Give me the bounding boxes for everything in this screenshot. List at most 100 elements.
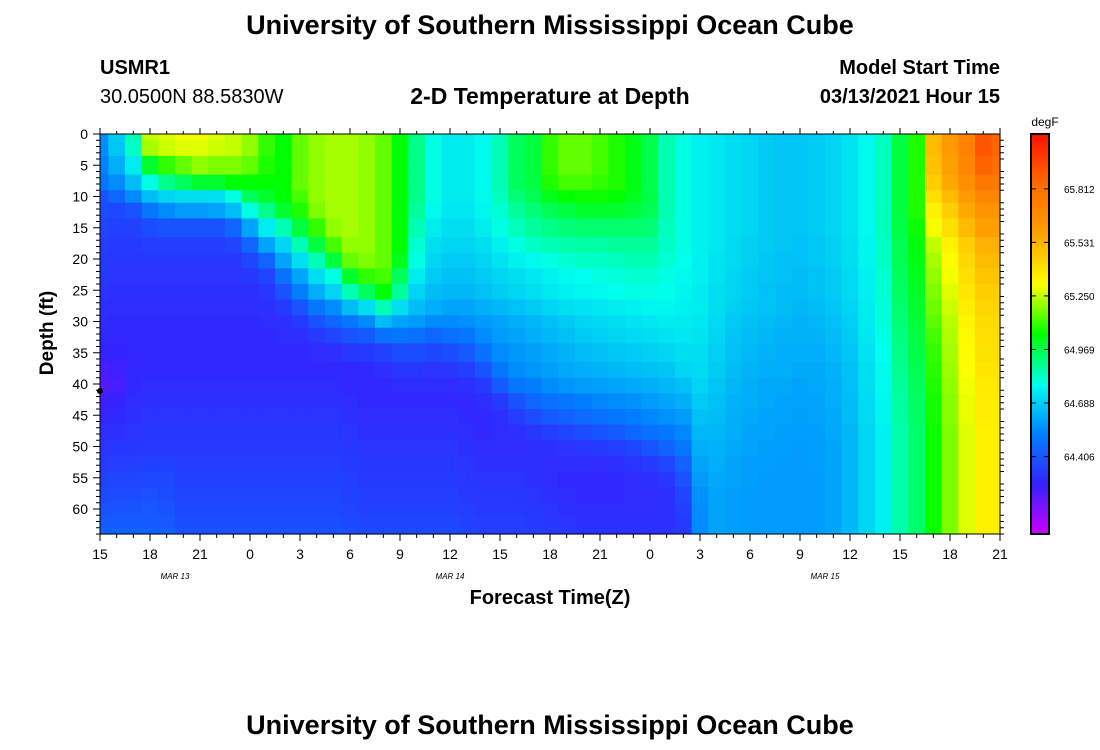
- heatmap-cell: [575, 284, 593, 301]
- heatmap-cell: [941, 527, 959, 535]
- heatmap-cell: [808, 362, 826, 379]
- heatmap-cell: [458, 440, 476, 457]
- heatmap-cell: [675, 455, 693, 473]
- heatmap-cell: [675, 327, 693, 344]
- heatmap-cell: [491, 134, 509, 141]
- heatmap-cell: [908, 471, 926, 488]
- heatmap-cell: [308, 134, 326, 141]
- heatmap-cell: [258, 393, 276, 410]
- heatmap-cell: [291, 134, 309, 141]
- heatmap-cell: [308, 315, 326, 329]
- heatmap-cell: [258, 299, 276, 316]
- heatmap-cell: [458, 424, 476, 441]
- heatmap-cell: [975, 487, 993, 504]
- heatmap-cell: [291, 409, 309, 426]
- heatmap-cell: [241, 502, 259, 516]
- heatmap-cell: [125, 202, 143, 219]
- heatmap-cell: [208, 218, 226, 238]
- heatmap-cell: [475, 134, 493, 141]
- heatmap-cell: [475, 377, 493, 394]
- heatmap-cell: [291, 218, 309, 238]
- heatmap-cell: [100, 237, 109, 254]
- heatmap-cell: [925, 343, 943, 363]
- heatmap-cell: [458, 174, 476, 191]
- heatmap-cell: [325, 315, 343, 329]
- heatmap-cell: [725, 393, 743, 410]
- heatmap-cell: [100, 202, 109, 219]
- heatmap-cell: [508, 237, 526, 254]
- heatmap-cell: [375, 174, 393, 191]
- heatmap-cell: [708, 527, 726, 535]
- heatmap-cell: [208, 455, 226, 473]
- heatmap-cell: [375, 362, 393, 379]
- heatmap-cell: [625, 515, 643, 529]
- heatmap-cell: [475, 527, 493, 535]
- heatmap-cell: [408, 527, 426, 535]
- heatmap-cell: [825, 134, 843, 141]
- heatmap-cell: [325, 268, 343, 285]
- heatmap-cell: [775, 502, 793, 516]
- heatmap-cell: [508, 155, 526, 176]
- heatmap-cell: [658, 252, 676, 269]
- heatmap-cell: [958, 393, 976, 410]
- heatmap-cell: [691, 362, 709, 379]
- heatmap-cell: [491, 424, 509, 441]
- heatmap-cell: [708, 284, 726, 301]
- heatmap-cell: [341, 343, 359, 363]
- heatmap-cell: [691, 527, 709, 535]
- heatmap-cell: [625, 409, 643, 426]
- heatmap-cell: [100, 268, 109, 285]
- heatmap-cell: [625, 202, 643, 219]
- heatmap-cell: [908, 252, 926, 269]
- heatmap-cell: [708, 237, 726, 254]
- heatmap-cell: [741, 218, 759, 238]
- heatmap-cell: [558, 202, 576, 219]
- heatmap-cell: [341, 455, 359, 473]
- heatmap-cell: [108, 327, 126, 344]
- heatmap-cell: [575, 515, 593, 529]
- heatmap-cell: [858, 393, 876, 410]
- heatmap-cell: [175, 252, 193, 269]
- heatmap-cell: [641, 155, 659, 176]
- heatmap-cell: [808, 343, 826, 363]
- heatmap-cell: [341, 409, 359, 426]
- heatmap-cell: [691, 252, 709, 269]
- heatmap-cell: [208, 424, 226, 441]
- heatmap-cell: [391, 362, 409, 379]
- heatmap-cell: [675, 315, 693, 329]
- heatmap-cell: [858, 190, 876, 204]
- heatmap-cell: [958, 409, 976, 426]
- heatmap-cell: [341, 471, 359, 488]
- colorbar-tick-label: 64.406: [1064, 453, 1095, 464]
- heatmap-cell: [941, 284, 959, 301]
- heatmap-cell: [691, 190, 709, 204]
- heatmap-cell: [191, 299, 209, 316]
- heatmap-cell: [108, 174, 126, 191]
- heatmap-cell: [175, 377, 193, 394]
- heatmap-cell: [100, 190, 109, 204]
- heatmap-cell: [741, 174, 759, 191]
- heatmap-cell: [258, 190, 276, 204]
- heatmap-cell: [875, 299, 893, 316]
- heatmap-cell: [125, 134, 143, 141]
- heatmap-cell: [691, 343, 709, 363]
- heatmap-cell: [100, 284, 109, 301]
- heatmap-cell: [541, 134, 559, 141]
- heatmap-cell: [891, 284, 909, 301]
- heatmap-cell: [408, 471, 426, 488]
- heatmap-cell: [641, 134, 659, 141]
- heatmap-cell: [241, 362, 259, 379]
- heatmap-cell: [641, 362, 659, 379]
- heatmap-cell: [775, 527, 793, 535]
- heatmap-cell: [775, 471, 793, 488]
- heatmap-cell: [458, 140, 476, 157]
- heatmap-cell: [141, 515, 159, 529]
- heatmap-cell: [358, 252, 376, 269]
- heatmap-cell: [158, 515, 176, 529]
- heatmap-cell: [925, 515, 943, 529]
- heatmap-cell: [708, 440, 726, 457]
- heatmap-cell: [708, 134, 726, 141]
- heatmap-cell: [608, 527, 626, 535]
- heatmap-cell: [858, 218, 876, 238]
- heatmap-cell: [975, 515, 993, 529]
